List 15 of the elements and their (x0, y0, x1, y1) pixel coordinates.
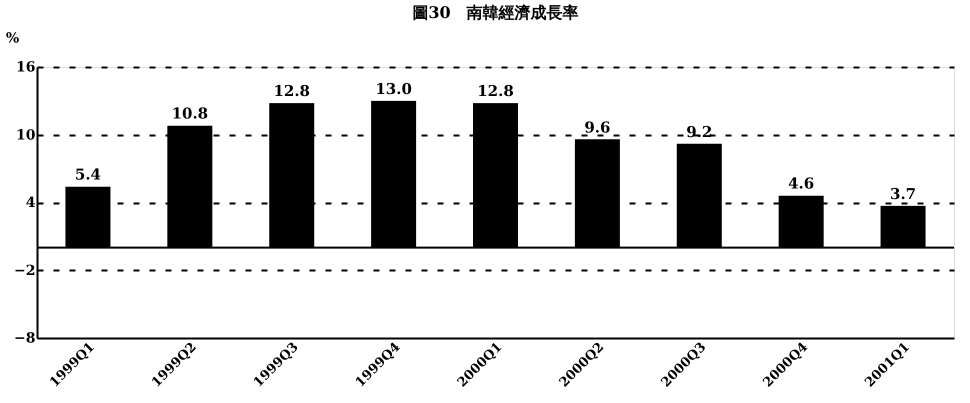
y-tick-label: −8 (14, 330, 36, 346)
data-label: 4.6 (788, 174, 814, 193)
y-tick-label: 10 (16, 127, 36, 144)
y-tick-label: 16 (16, 60, 36, 76)
y-tick-label: −2 (14, 262, 36, 279)
data-label: 12.8 (477, 82, 514, 100)
data-label: 5.4 (74, 166, 101, 184)
data-label: 9.6 (584, 118, 610, 136)
chart-title: 圖30 南韓經濟成長率 (412, 3, 579, 22)
data-label: 3.7 (890, 184, 916, 203)
y-tick-label: 4 (26, 195, 36, 211)
y-axis-title: % (6, 30, 20, 46)
data-label: 13.0 (375, 80, 412, 98)
data-label: 10.8 (172, 104, 208, 123)
data-label: 12.8 (273, 82, 310, 100)
